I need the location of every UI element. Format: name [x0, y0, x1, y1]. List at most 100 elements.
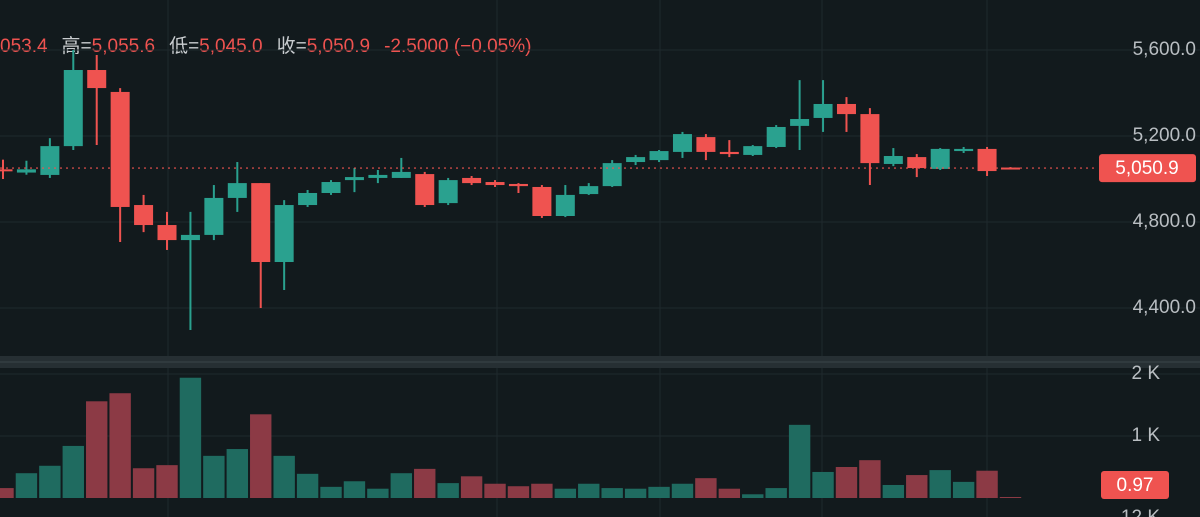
candle-body	[579, 186, 599, 195]
volume-bar	[601, 488, 623, 498]
candle-body	[274, 205, 294, 263]
candle-body	[415, 174, 435, 206]
volume-bar	[320, 486, 342, 498]
candle-body	[508, 183, 528, 187]
volume-bar	[437, 483, 459, 498]
volume-bar	[531, 483, 553, 498]
candle-body	[532, 186, 552, 216]
volume-tick-label: 1 K	[1131, 425, 1160, 446]
candle-body	[298, 192, 318, 206]
candle-body	[743, 146, 763, 155]
candle-body	[907, 157, 927, 169]
volume-bar	[952, 481, 975, 498]
volume-label-box	[1101, 471, 1169, 499]
volume-bar	[179, 377, 202, 498]
volume-bar	[695, 478, 717, 498]
volume-bar	[39, 465, 61, 498]
volume-bar	[929, 470, 951, 498]
volume-bar	[203, 455, 225, 498]
vertical-grid	[167, 0, 988, 517]
candle-body	[626, 157, 646, 163]
volume-bar	[250, 414, 272, 498]
volume-bar	[484, 483, 506, 498]
candle-body	[462, 177, 482, 184]
ohlc-header: 053.4 高=5,055.6 低=5,045.0 收=5,050.9 -2.5000 …	[0, 35, 531, 57]
candle-body	[344, 177, 364, 181]
candle-body	[180, 234, 200, 241]
volume-bar	[86, 401, 108, 498]
volume-bar	[812, 471, 834, 498]
volume-bar	[835, 467, 858, 498]
candle-body	[602, 163, 622, 187]
candle-body	[0, 169, 13, 172]
candle-body	[391, 171, 411, 178]
volume-bar	[273, 455, 295, 498]
candle-body	[649, 151, 669, 161]
candle-body	[883, 156, 903, 164]
candle-body	[790, 119, 810, 126]
candle-body	[555, 194, 575, 216]
volume-bar	[742, 494, 764, 498]
candle-body	[251, 183, 271, 263]
volume-bar	[976, 470, 998, 498]
volume-bar	[390, 473, 413, 498]
volume-bar	[788, 424, 811, 498]
candle-body	[485, 182, 505, 186]
volume-bar	[226, 449, 248, 498]
volume-tick-label: 2 K	[1131, 363, 1160, 384]
candle-body	[40, 146, 60, 175]
candle-body	[204, 197, 224, 235]
candle-body	[672, 134, 692, 152]
volume-bar	[859, 460, 881, 498]
header-text: 5,045.0	[199, 36, 262, 57]
header-text: 收=	[277, 35, 307, 57]
y-tick-label: 4,400.0	[1133, 297, 1196, 318]
volume-bar	[0, 488, 14, 498]
volume-bar	[460, 476, 483, 498]
volume-bar	[62, 445, 84, 498]
candle-body	[87, 70, 107, 89]
header-text: 低=	[169, 35, 199, 57]
candle-body	[157, 225, 177, 241]
candle-body	[368, 174, 388, 178]
candle-body	[766, 126, 786, 147]
candle-body	[860, 114, 880, 164]
candle-body	[134, 205, 154, 226]
header-text: 高=	[62, 35, 92, 57]
partial-label: 12 K	[1121, 507, 1160, 517]
candle-body	[438, 180, 458, 204]
candle-body	[321, 182, 341, 193]
header-text: -2.5000 (−0.05%)	[384, 36, 531, 57]
volume-bar	[906, 475, 928, 498]
candle-body	[954, 148, 974, 152]
y-tick-label: 5,600.0	[1133, 39, 1196, 60]
header-text: 5,055.6	[92, 36, 155, 57]
volume-bar	[367, 488, 389, 498]
volume-bar	[882, 484, 905, 498]
candle-body	[977, 148, 997, 172]
candle-body	[63, 70, 83, 147]
volume-bar	[718, 488, 741, 498]
volume-bar	[132, 468, 155, 498]
volume-bar	[296, 473, 319, 498]
price-label-box	[1099, 154, 1196, 183]
volume-label: 0.97	[1117, 475, 1154, 496]
candle-body	[696, 137, 716, 152]
price-label: 5,050.9	[1115, 158, 1178, 179]
candle-body	[836, 103, 856, 115]
volume-bar	[765, 488, 787, 498]
volume-bar	[648, 486, 670, 498]
header-text: 5,050.9	[307, 36, 370, 57]
volume-bar	[109, 393, 131, 498]
volume-bar	[624, 488, 647, 498]
candle-body	[930, 148, 950, 169]
volume-bar	[507, 486, 530, 498]
candle-body	[1000, 167, 1020, 170]
y-tick-label: 4,800.0	[1133, 211, 1196, 232]
header-text: 053.4	[0, 36, 48, 57]
candle-body	[813, 103, 833, 118]
volume-bar	[343, 481, 366, 498]
candle-body	[227, 183, 247, 198]
volume-bar	[15, 473, 38, 498]
candle-body	[719, 151, 739, 155]
